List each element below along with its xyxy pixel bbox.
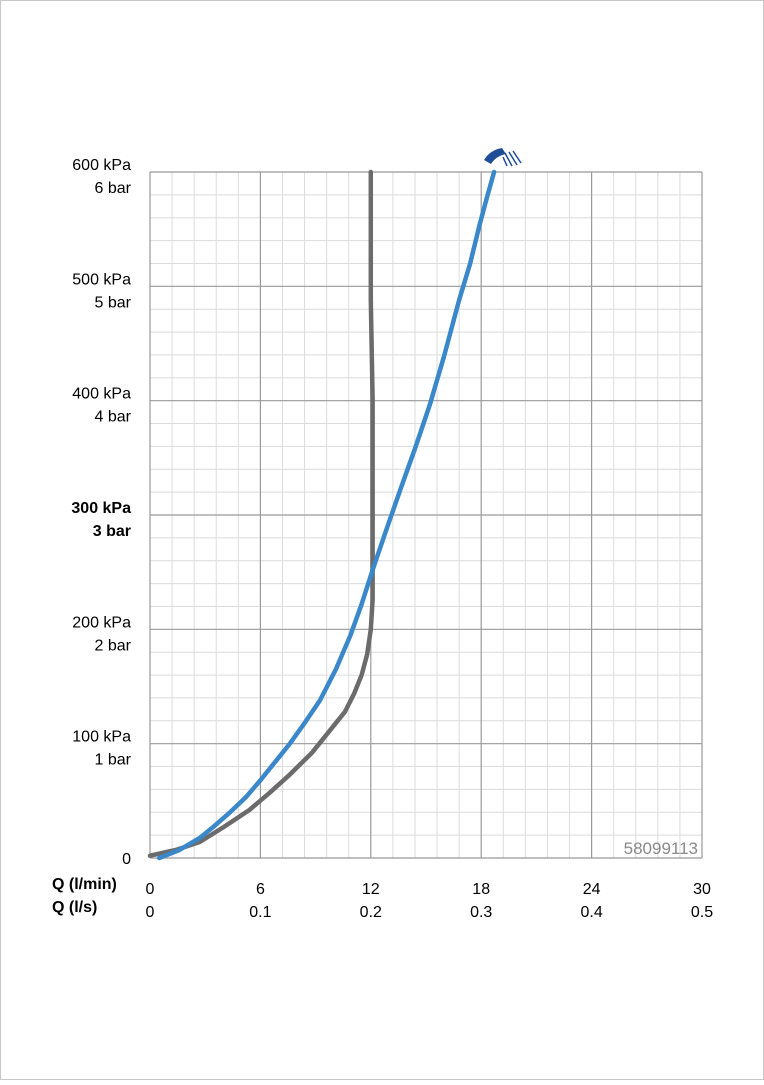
y-tick-label: 200 kPa: [72, 614, 131, 631]
x-axis-title: Q (l/min): [52, 876, 117, 893]
y2-tick-label: 5 bar: [95, 294, 132, 311]
y2-tick-label: 6 bar: [95, 180, 132, 197]
x2-tick-label: 0.5: [691, 904, 713, 921]
y-tick-label: 0: [122, 851, 131, 868]
x-tick-label: 12: [362, 881, 380, 898]
x-tick-label: 24: [583, 881, 601, 898]
y-tick-label: 500 kPa: [72, 271, 131, 288]
x2-tick-label: 0.2: [360, 904, 382, 921]
y2-tick-label: 3 bar: [93, 523, 131, 540]
x-tick-label: 0: [146, 881, 155, 898]
x-tick-label: 6: [256, 881, 265, 898]
shower-icon: [484, 148, 522, 167]
data-line: [147, 169, 375, 858]
x2-tick-label: 0: [146, 904, 155, 921]
x2-tick-label: 0.4: [580, 904, 602, 921]
y-tick-label: 600 kPa: [72, 157, 131, 174]
data-line: [156, 169, 497, 861]
y-tick-label: 400 kPa: [72, 386, 131, 403]
x-tick-label: 18: [472, 881, 490, 898]
y2-tick-label: 1 bar: [95, 752, 132, 769]
x2-tick-label: 0.3: [470, 904, 492, 921]
y2-tick-label: 4 bar: [95, 409, 132, 426]
annotation: 58099113: [624, 839, 698, 858]
y-tick-label: 100 kPa: [72, 729, 131, 746]
x-tick-label: 30: [693, 881, 711, 898]
x2-axis-title: Q (l/s): [52, 899, 97, 916]
x2-tick-label: 0.1: [249, 904, 271, 921]
y2-tick-label: 2 bar: [95, 637, 132, 654]
y-tick-label: 300 kPa: [71, 500, 131, 517]
